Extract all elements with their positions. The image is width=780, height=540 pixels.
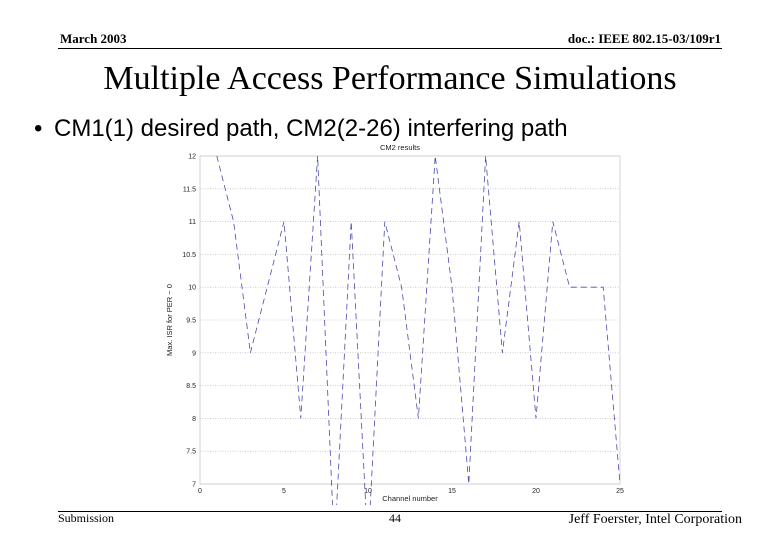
header-date: March 2003	[60, 31, 127, 46]
y-tick-label: 10	[188, 285, 196, 292]
bullet-item: • CM1(1) desired path, CM2(2-26) interfer…	[34, 115, 568, 143]
x-tick-label: 5	[282, 488, 286, 495]
footer-submission: Submission	[58, 511, 115, 525]
header-rule	[58, 48, 722, 49]
y-tick-label: 11	[189, 219, 196, 226]
slide-title: Multiple Access Performance Simulations	[103, 60, 677, 97]
x-axis-label: Channel number	[382, 494, 438, 503]
x-tick-labels: 0 5 10 15 20 25	[198, 488, 624, 495]
header-doc-id: doc.: IEEE 802.15-03/109r1	[567, 31, 721, 46]
line-chart: 7 7.5 8 8.5 9 9.5 10 10.5 11 11.5 12 0 5 10 15 20 25 CM…	[165, 143, 624, 505]
footer-page-number: 44	[389, 511, 401, 525]
y-tick-label: 9.5	[186, 318, 196, 325]
y-tick-label: 8	[192, 416, 196, 423]
footer-rule	[58, 511, 722, 512]
series-layer	[216, 155, 621, 505]
y-tick-label: 8.5	[186, 383, 196, 390]
footer-author: Jeff Foerster, Intel Corporation	[568, 512, 742, 527]
bullet-dot-icon: •	[34, 115, 43, 142]
x-tick-label: 10	[364, 488, 372, 495]
y-tick-label: 7	[192, 482, 196, 489]
y-tick-label: 7.5	[186, 449, 196, 456]
plot-area	[199, 155, 621, 485]
y-tick-labels: 7 7.5 8 8.5 9 9.5 10 10.5 11 11.5 12	[182, 154, 196, 489]
y-tick-label: 12	[188, 154, 196, 161]
chart-title: CM2 results	[380, 143, 420, 152]
x-tick-label: 15	[448, 488, 456, 495]
y-tick-label: 11.5	[183, 186, 196, 193]
y-tick-label: 10.5	[182, 252, 196, 259]
y-axis-label: Max. ISR for PER ~ 0	[165, 284, 174, 356]
bullet-text: CM1(1) desired path, CM2(2-26) interferi…	[54, 115, 568, 142]
x-tick-label: 25	[616, 488, 624, 495]
y-tick-label: 9	[192, 350, 196, 357]
x-tick-label: 0	[198, 488, 202, 495]
grid-layer	[200, 155, 620, 485]
series-line	[216, 155, 621, 505]
x-tick-label: 20	[532, 488, 540, 495]
